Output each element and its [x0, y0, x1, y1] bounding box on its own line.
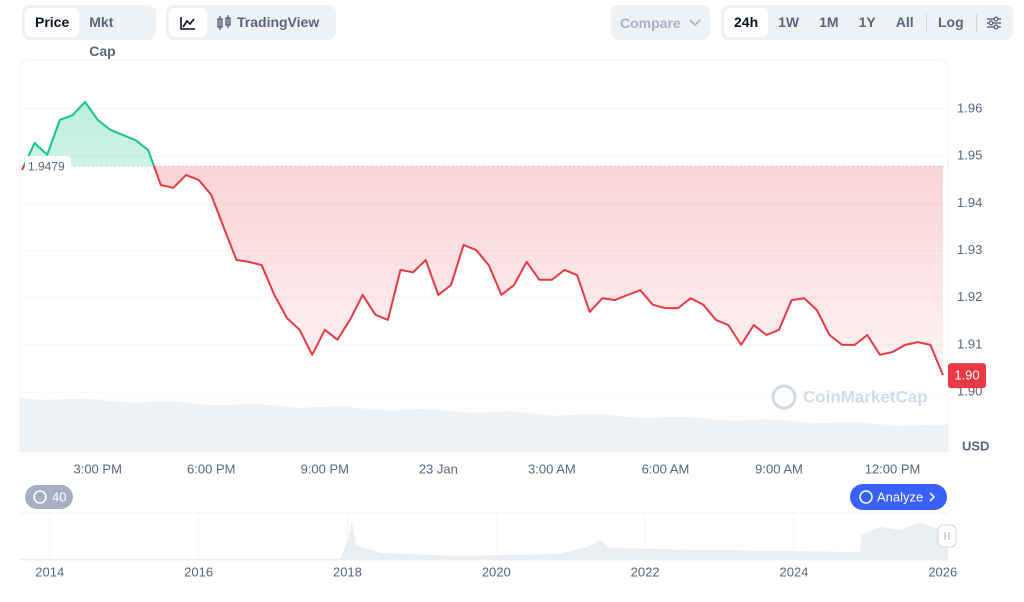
- navigator-tick-label: 2022: [631, 564, 660, 579]
- price-area: [22, 102, 943, 376]
- tab-group: Price Mkt Cap: [22, 5, 156, 59]
- x-tick-label: 3:00 PM: [73, 461, 121, 476]
- price-tab[interactable]: Price: [25, 8, 80, 37]
- log-toggle[interactable]: Log: [937, 14, 964, 30]
- price-line: [21, 101, 944, 376]
- analyze-label: Analyze: [877, 489, 923, 504]
- range-1w[interactable]: 1W: [778, 14, 800, 30]
- x-tick-label: 3:00 AM: [528, 461, 576, 476]
- line-icon: [180, 16, 195, 30]
- navigator-tick-label: 2026: [928, 564, 957, 579]
- volume-area: [20, 398, 948, 452]
- chevron-icon: [689, 18, 701, 26]
- analyze-chevron: [929, 492, 936, 502]
- history-icon: [33, 490, 47, 504]
- tradingview-label: TradingView: [237, 14, 320, 30]
- y-tick-label: 1.92: [957, 289, 982, 304]
- x-tick-label: 9:00 AM: [755, 461, 803, 476]
- analyze-button[interactable]: [850, 484, 947, 510]
- plot-frame: [19, 59, 949, 452]
- range-1m[interactable]: 1M: [819, 14, 839, 30]
- range-24h[interactable]: 24h: [724, 8, 769, 37]
- baseline-label: 1.9479: [28, 159, 65, 173]
- navigator-tick-label: 2014: [35, 564, 64, 579]
- tradingview-button[interactable]: TradingView: [207, 8, 329, 37]
- current-price-badge: [948, 363, 986, 389]
- x-tick-label: 9:00 PM: [301, 461, 349, 476]
- y-tick-label: 1.93: [957, 242, 982, 257]
- analyze-icon: [859, 490, 873, 504]
- navigator-tick-label: 2018: [333, 564, 362, 579]
- compare-dropdown[interactable]: Compare: [611, 5, 710, 40]
- range-all[interactable]: All: [895, 14, 914, 30]
- x-tick-label: 12:00 PM: [865, 461, 921, 476]
- range-group: 24h 1W 1M 1Y All Log: [721, 5, 1013, 40]
- history-count: 40: [52, 489, 66, 504]
- mkt-cap-tab[interactable]: Mkt Cap: [89, 14, 116, 59]
- baseline-label-bg: [25, 156, 71, 177]
- settings-icon: [987, 16, 1001, 29]
- line-chart-button[interactable]: [169, 8, 207, 37]
- y-tick-label: 1.94: [957, 195, 982, 210]
- navigator-tick-label: 2020: [482, 564, 511, 579]
- current-price-label: 1.90: [954, 368, 979, 383]
- y-tick-label: 1.96: [957, 100, 982, 115]
- navigator-tick-label: 2024: [779, 564, 808, 579]
- x-tick-label: 6:00 PM: [187, 461, 235, 476]
- y-tick-label: 1.91: [957, 336, 982, 351]
- y-tick-label: 1.95: [957, 148, 982, 163]
- navigator-handle[interactable]: [937, 524, 957, 548]
- x-tick-label: 23 Jan: [419, 461, 458, 476]
- watermark-logo: [771, 384, 797, 410]
- chart-type-group: TradingView: [166, 5, 336, 40]
- navigator-tick-label: 2016: [184, 564, 213, 579]
- range-1y[interactable]: 1Y: [858, 14, 876, 30]
- compare-label: Compare: [620, 14, 681, 31]
- currency-label: USD: [962, 438, 989, 453]
- navigator-area: [20, 522, 948, 560]
- candle-icon: [217, 14, 231, 30]
- x-tick-label: 6:00 AM: [642, 461, 690, 476]
- watermark-text: CoinMarketCap: [803, 387, 928, 406]
- watermark: CoinMarketCap: [771, 384, 928, 410]
- settings-button[interactable]: [978, 8, 1010, 37]
